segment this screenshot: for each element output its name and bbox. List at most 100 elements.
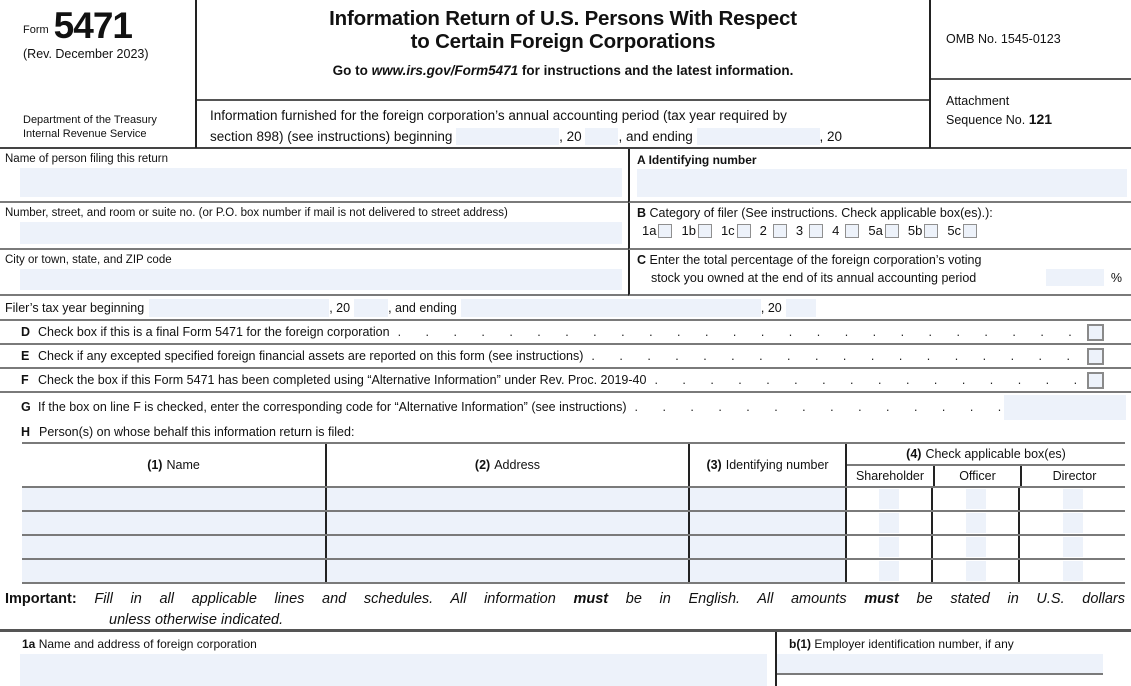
h-address-input[interactable] [325, 488, 688, 510]
category-4-checkbox[interactable] [845, 223, 860, 238]
column-header-address: (2) Address [325, 444, 688, 486]
line-g-text: If the box on line F is checked, enter t… [38, 400, 627, 414]
filer-identification-block: Name of person filing this return A Iden… [0, 149, 1131, 296]
h-officer-checkbox[interactable] [965, 561, 986, 581]
period-line2: section 898) (see instructions) beginnin… [210, 127, 843, 145]
tax-year-ending-year-input[interactable] [785, 298, 816, 317]
agency-name: Department of the Treasury Internal Reve… [23, 114, 191, 142]
h-shareholder-checkbox[interactable] [879, 513, 899, 533]
accounting-period: Information furnished for the foreign co… [197, 101, 929, 148]
important-note: Important: Fill in all applicable lines … [0, 584, 1131, 632]
filer-city-input[interactable] [20, 269, 622, 290]
h-shareholder-checkbox[interactable] [879, 561, 899, 581]
h-shareholder-checkbox[interactable] [879, 489, 899, 509]
h-address-input[interactable] [325, 536, 688, 558]
period-ending-input[interactable] [696, 127, 820, 145]
filer-tax-year-row: Filer’s tax year beginning , 20 , and en… [0, 296, 1131, 321]
form-revision: (Rev. December 2023) [23, 47, 149, 62]
tax-year-label: Filer’s tax year beginning [5, 300, 145, 315]
h-name-input[interactable] [22, 488, 325, 510]
dot-leader [390, 325, 1087, 339]
irs-url: www.irs.gov/Form5471 [371, 62, 519, 78]
h-director-checkbox[interactable] [1062, 489, 1083, 509]
attachment-sequence: Attachment Sequence No. 121 [946, 94, 1053, 127]
h-director-checkbox[interactable] [1062, 537, 1083, 557]
voting-stock-percentage-input[interactable] [1045, 269, 1104, 286]
important-note-line2: unless otherwise indicated. [109, 612, 284, 628]
persons-on-behalf-table: (1) Name (2) Address (3) Identifying number… [22, 442, 1125, 584]
table-row [22, 488, 1125, 512]
period-beginning-year-input[interactable] [585, 127, 619, 145]
h-officer-checkbox[interactable] [965, 513, 986, 533]
period-beginning-input[interactable] [456, 127, 560, 145]
category-checkbox-row: 1a 1b 1c 2 3 4 5a 5b 5c [630, 220, 1131, 238]
excepted-assets-checkbox[interactable] [1087, 347, 1104, 365]
tax-year-beginning-year-input[interactable] [354, 298, 389, 317]
h-director-checkbox[interactable] [1062, 561, 1083, 581]
h-name-input[interactable] [22, 536, 325, 558]
h-idnumber-input[interactable] [688, 536, 845, 558]
category-5a-checkbox[interactable] [884, 223, 899, 238]
h-name-input[interactable] [22, 512, 325, 534]
column-header-check-boxes: (4) Check applicable box(es) Shareholder … [845, 444, 1125, 486]
line-1a-label: 1a Name and address of foreign corporati… [22, 637, 257, 651]
tax-year-beginning-input[interactable] [149, 298, 330, 317]
voting-stock-cell: C Enter the total percentage of the fore… [628, 250, 1131, 296]
subcolumn-shareholder: Shareholder [855, 469, 925, 483]
h-idnumber-input[interactable] [688, 560, 845, 582]
category-1b-checkbox[interactable] [697, 223, 712, 238]
subcolumn-officer: Officer [933, 466, 1020, 486]
filer-name-cell: Name of person filing this return [0, 149, 628, 203]
voting-stock-label-line2: stock you owned at the end of its annual… [651, 269, 1122, 286]
voting-stock-label-line1: C Enter the total percentage of the fore… [637, 253, 982, 267]
h-address-input[interactable] [325, 560, 688, 582]
form-title: Information Return of U.S. Persons With … [329, 7, 797, 54]
agency-line2: Internal Revenue Service [23, 128, 147, 141]
line-f: F Check the box if this Form 5471 has be… [0, 369, 1131, 393]
dot-leader [583, 349, 1087, 363]
omb-number: OMB No. 1545-0123 [931, 0, 1131, 80]
form-title-box: Information Return of U.S. Persons With … [195, 0, 931, 148]
final-return-checkbox[interactable] [1087, 323, 1104, 341]
alternative-information-checkbox[interactable] [1087, 371, 1104, 389]
foreign-corporation-name-input[interactable] [20, 654, 767, 686]
line-1a-cell: 1a Name and address of foreign corporati… [0, 632, 775, 686]
filer-name-input[interactable] [20, 168, 622, 197]
filer-street-input[interactable] [20, 222, 622, 244]
category-1c-checkbox[interactable] [736, 223, 751, 238]
h-idnumber-input[interactable] [688, 488, 845, 510]
table-row [22, 512, 1125, 536]
category-5c-checkbox[interactable] [963, 223, 978, 238]
agency-line1: Department of the Treasury [23, 114, 157, 127]
filer-city-cell: City or town, state, and ZIP code [0, 250, 628, 296]
category-5b-checkbox[interactable] [924, 223, 939, 238]
column-header-identifying-number: (3) Identifying number [688, 444, 845, 486]
h-shareholder-checkbox[interactable] [879, 537, 899, 557]
line-b1-cell: b(1) Employer identification number, if … [775, 632, 1131, 686]
goto-instructions: Go to www.irs.gov/Form5471 for instructi… [332, 62, 794, 78]
category-of-filer-label: B Category of filer (See instructions. C… [637, 206, 993, 220]
attachment-number: 121 [1028, 110, 1053, 127]
line-e-text: Check if any excepted specified foreign … [38, 349, 584, 363]
table-row [22, 536, 1125, 560]
category-1a-checkbox[interactable] [658, 223, 673, 238]
h-idnumber-input[interactable] [688, 512, 845, 534]
line-h: H Person(s) on whose behalf this informa… [21, 424, 355, 439]
h-officer-checkbox[interactable] [965, 537, 986, 557]
form-header: Form 5471 (Rev. December 2023) Departmen… [0, 0, 1131, 149]
category-3-checkbox[interactable] [809, 223, 824, 238]
dot-leader [646, 373, 1087, 387]
h-director-checkbox[interactable] [1062, 513, 1083, 533]
alternative-information-code-input[interactable] [1004, 394, 1126, 420]
tax-year-ending-input[interactable] [460, 298, 761, 317]
h-officer-checkbox[interactable] [965, 489, 986, 509]
line-d-text: Check box if this is a final Form 5471 f… [38, 325, 390, 339]
identifying-number-input[interactable] [637, 169, 1127, 197]
h-address-input[interactable] [325, 512, 688, 534]
line-b1-label: b(1) Employer identification number, if … [789, 637, 1014, 651]
category-2-checkbox[interactable] [772, 223, 787, 238]
employer-identification-number-input[interactable] [777, 654, 1103, 675]
line-g: G If the box on line F is checked, enter… [0, 393, 1131, 421]
h-name-input[interactable] [22, 560, 325, 582]
